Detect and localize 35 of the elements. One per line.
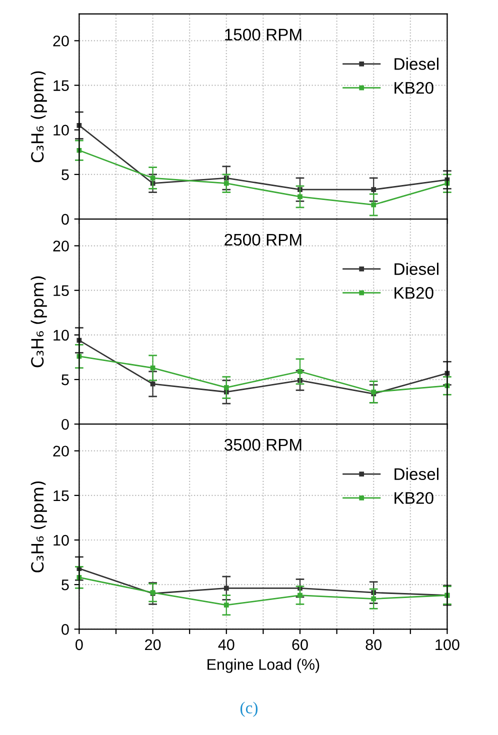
- y-tick-label: 10: [54, 534, 69, 546]
- y-tick-label: 5: [62, 580, 69, 590]
- text: 2500 RPM: [224, 234, 302, 246]
- legend-label: Diesel: [394, 262, 438, 275]
- text: 1500 RPM: [225, 28, 302, 41]
- x-axis-title: Engine Load (%): [208, 658, 320, 673]
- y-tick-label: 0: [62, 214, 69, 225]
- legend-label: KB20: [394, 287, 434, 299]
- x-tick-label: 100: [436, 639, 460, 650]
- legend-label: Diesel: [394, 468, 438, 480]
- y-tick-label: 5: [62, 374, 69, 386]
- legend-label: Diesel: [394, 58, 438, 70]
- legend-label: KB20: [394, 492, 434, 504]
- x-tick-label: 40: [218, 639, 234, 650]
- y-axis-title: C₃H₆ (ppm): [30, 276, 47, 368]
- y-axis-title: C₃H₆ (ppm): [30, 71, 47, 162]
- y-tick-label: 20: [53, 36, 69, 46]
- y-tick-label: 15: [54, 490, 69, 502]
- y-tick-label: 15: [54, 80, 69, 91]
- legend-label: KB20: [394, 82, 434, 94]
- y-tick-label: 15: [54, 285, 69, 296]
- x-tick-label: 80: [366, 639, 382, 650]
- y-tick-label: 20: [53, 240, 69, 252]
- x-tick-label: 60: [292, 639, 308, 650]
- y-tick-label: 5: [62, 169, 69, 180]
- text: 3500 RPM: [224, 438, 302, 451]
- y-tick-label: 10: [54, 330, 69, 341]
- x-tick-label: 20: [145, 639, 161, 650]
- y-tick-label: 0: [62, 624, 69, 635]
- x-tick-label: 0: [76, 639, 83, 650]
- y-tick-label: 0: [62, 418, 69, 430]
- y-axis-title: C₃H₆ (ppm): [30, 481, 47, 572]
- y-tick-label: 10: [54, 124, 69, 136]
- y-tick-label: 20: [53, 446, 69, 457]
- text: (c): [240, 702, 258, 717]
